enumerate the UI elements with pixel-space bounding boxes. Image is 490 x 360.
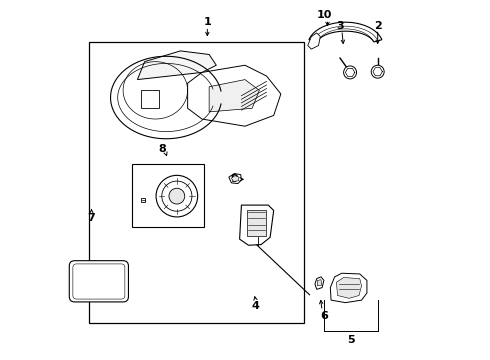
Bar bbox=[89, 42, 304, 323]
Polygon shape bbox=[240, 205, 274, 245]
Text: 1: 1 bbox=[203, 17, 211, 27]
Text: 8: 8 bbox=[159, 144, 167, 154]
Polygon shape bbox=[231, 176, 239, 181]
Text: 10: 10 bbox=[316, 10, 332, 20]
FancyBboxPatch shape bbox=[73, 264, 125, 299]
Text: 4: 4 bbox=[252, 301, 260, 311]
Polygon shape bbox=[137, 51, 216, 80]
Circle shape bbox=[162, 181, 192, 211]
Polygon shape bbox=[229, 174, 242, 184]
FancyBboxPatch shape bbox=[69, 261, 128, 302]
Circle shape bbox=[371, 65, 384, 78]
Text: 2: 2 bbox=[374, 21, 382, 31]
Text: 5: 5 bbox=[347, 334, 355, 345]
Polygon shape bbox=[209, 80, 259, 112]
Polygon shape bbox=[330, 273, 367, 303]
Polygon shape bbox=[188, 65, 281, 126]
Circle shape bbox=[156, 175, 197, 217]
Polygon shape bbox=[315, 277, 324, 289]
Text: 7: 7 bbox=[88, 213, 96, 222]
Bar bbox=[132, 164, 204, 226]
Polygon shape bbox=[141, 90, 159, 108]
Circle shape bbox=[169, 188, 185, 204]
Polygon shape bbox=[247, 211, 266, 235]
Text: 3: 3 bbox=[336, 21, 344, 31]
Polygon shape bbox=[318, 280, 322, 286]
Polygon shape bbox=[308, 33, 320, 49]
Polygon shape bbox=[337, 278, 362, 298]
Text: 9: 9 bbox=[230, 174, 238, 184]
Text: 6: 6 bbox=[320, 311, 328, 321]
Polygon shape bbox=[309, 22, 382, 42]
Circle shape bbox=[343, 66, 357, 79]
